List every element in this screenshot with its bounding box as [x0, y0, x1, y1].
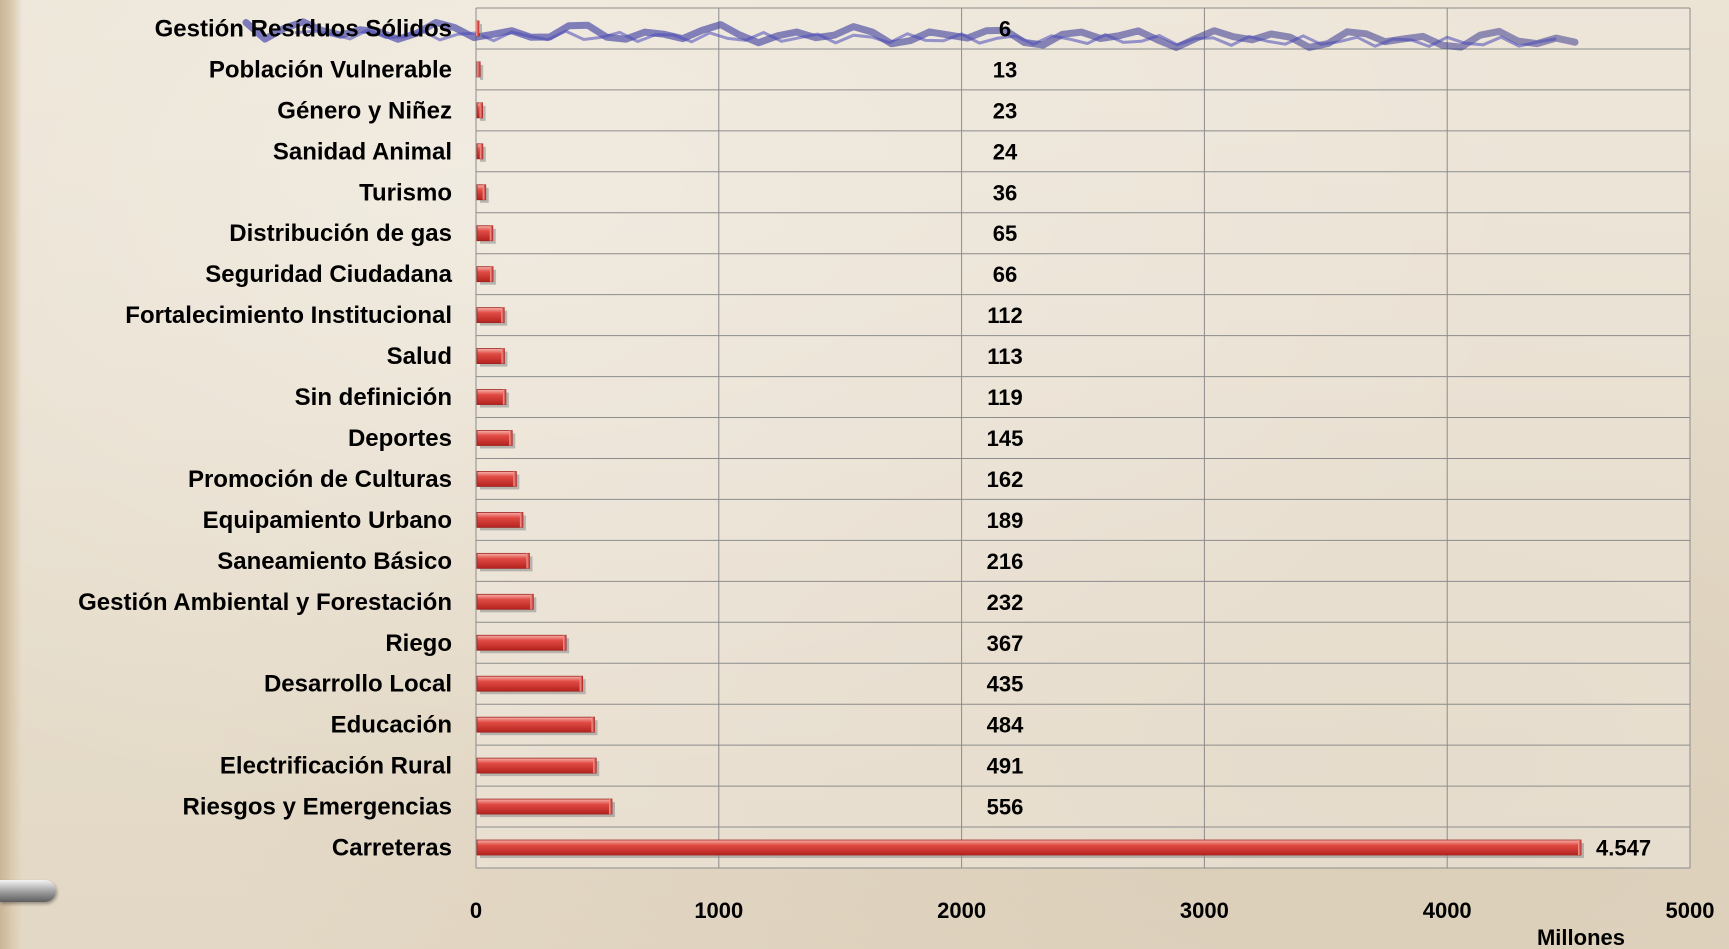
bar-end-cap	[490, 226, 493, 241]
category-label: Riego	[385, 630, 452, 657]
value-label: 4.547	[1596, 836, 1651, 861]
category-label: Riesgos y Emergencias	[183, 794, 452, 821]
bar-end-cap	[520, 512, 523, 527]
x-tick-label: 4000	[1423, 898, 1472, 923]
value-label: 435	[987, 672, 1024, 697]
category-label: Electrificación Rural	[220, 753, 452, 780]
x-tick-label: 5000	[1666, 898, 1715, 923]
value-label: 232	[987, 590, 1024, 615]
category-label: Turismo	[359, 179, 452, 206]
plot-area	[476, 8, 1690, 868]
bar	[477, 676, 583, 691]
bar-end-cap	[490, 267, 493, 282]
bar-end-cap	[509, 431, 512, 446]
bar-end-cap	[480, 103, 483, 118]
bar-end-cap	[480, 144, 483, 159]
value-label: 491	[987, 754, 1024, 779]
value-label: 13	[993, 57, 1017, 82]
value-label: 145	[987, 426, 1024, 451]
category-label: Fortalecimiento Institucional	[125, 302, 452, 329]
value-label: 24	[993, 139, 1018, 164]
x-axis-ticks: 0 1000 2000 3000 4000 5000	[470, 898, 1715, 923]
bar-end-cap	[1578, 840, 1581, 855]
bar-end-cap	[501, 308, 504, 323]
bar-end-cap	[580, 676, 583, 691]
bar	[477, 553, 529, 568]
bar	[477, 840, 1581, 855]
value-label: 367	[987, 631, 1024, 656]
x-axis-title: Millones	[1537, 925, 1625, 949]
value-label: 65	[993, 221, 1017, 246]
bar-end-cap	[593, 758, 596, 773]
bar	[477, 390, 506, 405]
category-label: Promoción de Culturas	[188, 466, 452, 493]
category-label: Género y Niñez	[277, 97, 452, 124]
bar	[477, 594, 533, 609]
bar	[477, 512, 523, 527]
category-label: Gestión Resíduos Sólidos	[155, 15, 452, 42]
category-label: Deportes	[348, 425, 452, 452]
bar	[477, 349, 504, 364]
bar-shadow	[480, 24, 482, 39]
value-label: 23	[993, 98, 1017, 123]
bar	[477, 799, 612, 814]
x-tick-label: 2000	[937, 898, 986, 923]
category-label: Población Vulnerable	[209, 56, 452, 83]
x-tick-label: 1000	[694, 898, 743, 923]
value-label: 162	[987, 467, 1024, 492]
bar-end-cap	[503, 390, 506, 405]
category-label: Equipamiento Urbano	[203, 507, 452, 534]
bar	[477, 308, 504, 323]
value-label: 113	[987, 344, 1023, 369]
bar	[477, 717, 595, 732]
bar-end-cap	[501, 349, 504, 364]
category-label: Sin definición	[295, 384, 452, 411]
category-labels: Gestión Resíduos Sólidos Población Vulner…	[78, 15, 453, 861]
category-label: Seguridad Ciudadana	[205, 261, 452, 288]
value-label: 119	[987, 385, 1023, 410]
value-label: 556	[987, 795, 1024, 820]
bar	[477, 635, 566, 650]
bar-end-cap	[563, 635, 566, 650]
bar-end-cap	[476, 21, 479, 36]
value-label: 484	[987, 713, 1024, 738]
bar-end-cap	[609, 799, 612, 814]
category-label: Salud	[387, 343, 452, 370]
value-label: 112	[987, 303, 1023, 328]
category-label: Saneamiento Básico	[217, 548, 452, 575]
value-label: 216	[987, 549, 1024, 574]
value-label: 66	[993, 262, 1017, 287]
category-label: Distribución de gas	[229, 220, 452, 247]
bar-end-cap	[513, 471, 516, 486]
bar-end-cap	[530, 594, 533, 609]
category-label: Gestión Ambiental y Forestación	[78, 589, 452, 616]
category-label: Carreteras	[332, 835, 452, 862]
bar	[477, 431, 512, 446]
bar-end-cap	[592, 717, 595, 732]
x-tick-label: 3000	[1180, 898, 1229, 923]
x-tick-label: 0	[470, 898, 482, 923]
bar-end-cap	[483, 185, 486, 200]
category-label: Sanidad Animal	[273, 138, 452, 165]
category-label: Desarrollo Local	[264, 671, 452, 698]
value-label: 189	[987, 508, 1024, 533]
category-label: Educación	[331, 712, 452, 739]
bar-end-cap	[526, 553, 529, 568]
bar	[477, 471, 516, 486]
value-label: 36	[993, 180, 1017, 205]
bar	[477, 758, 596, 773]
bar-end-cap	[477, 62, 480, 77]
value-label: 6	[999, 16, 1011, 41]
